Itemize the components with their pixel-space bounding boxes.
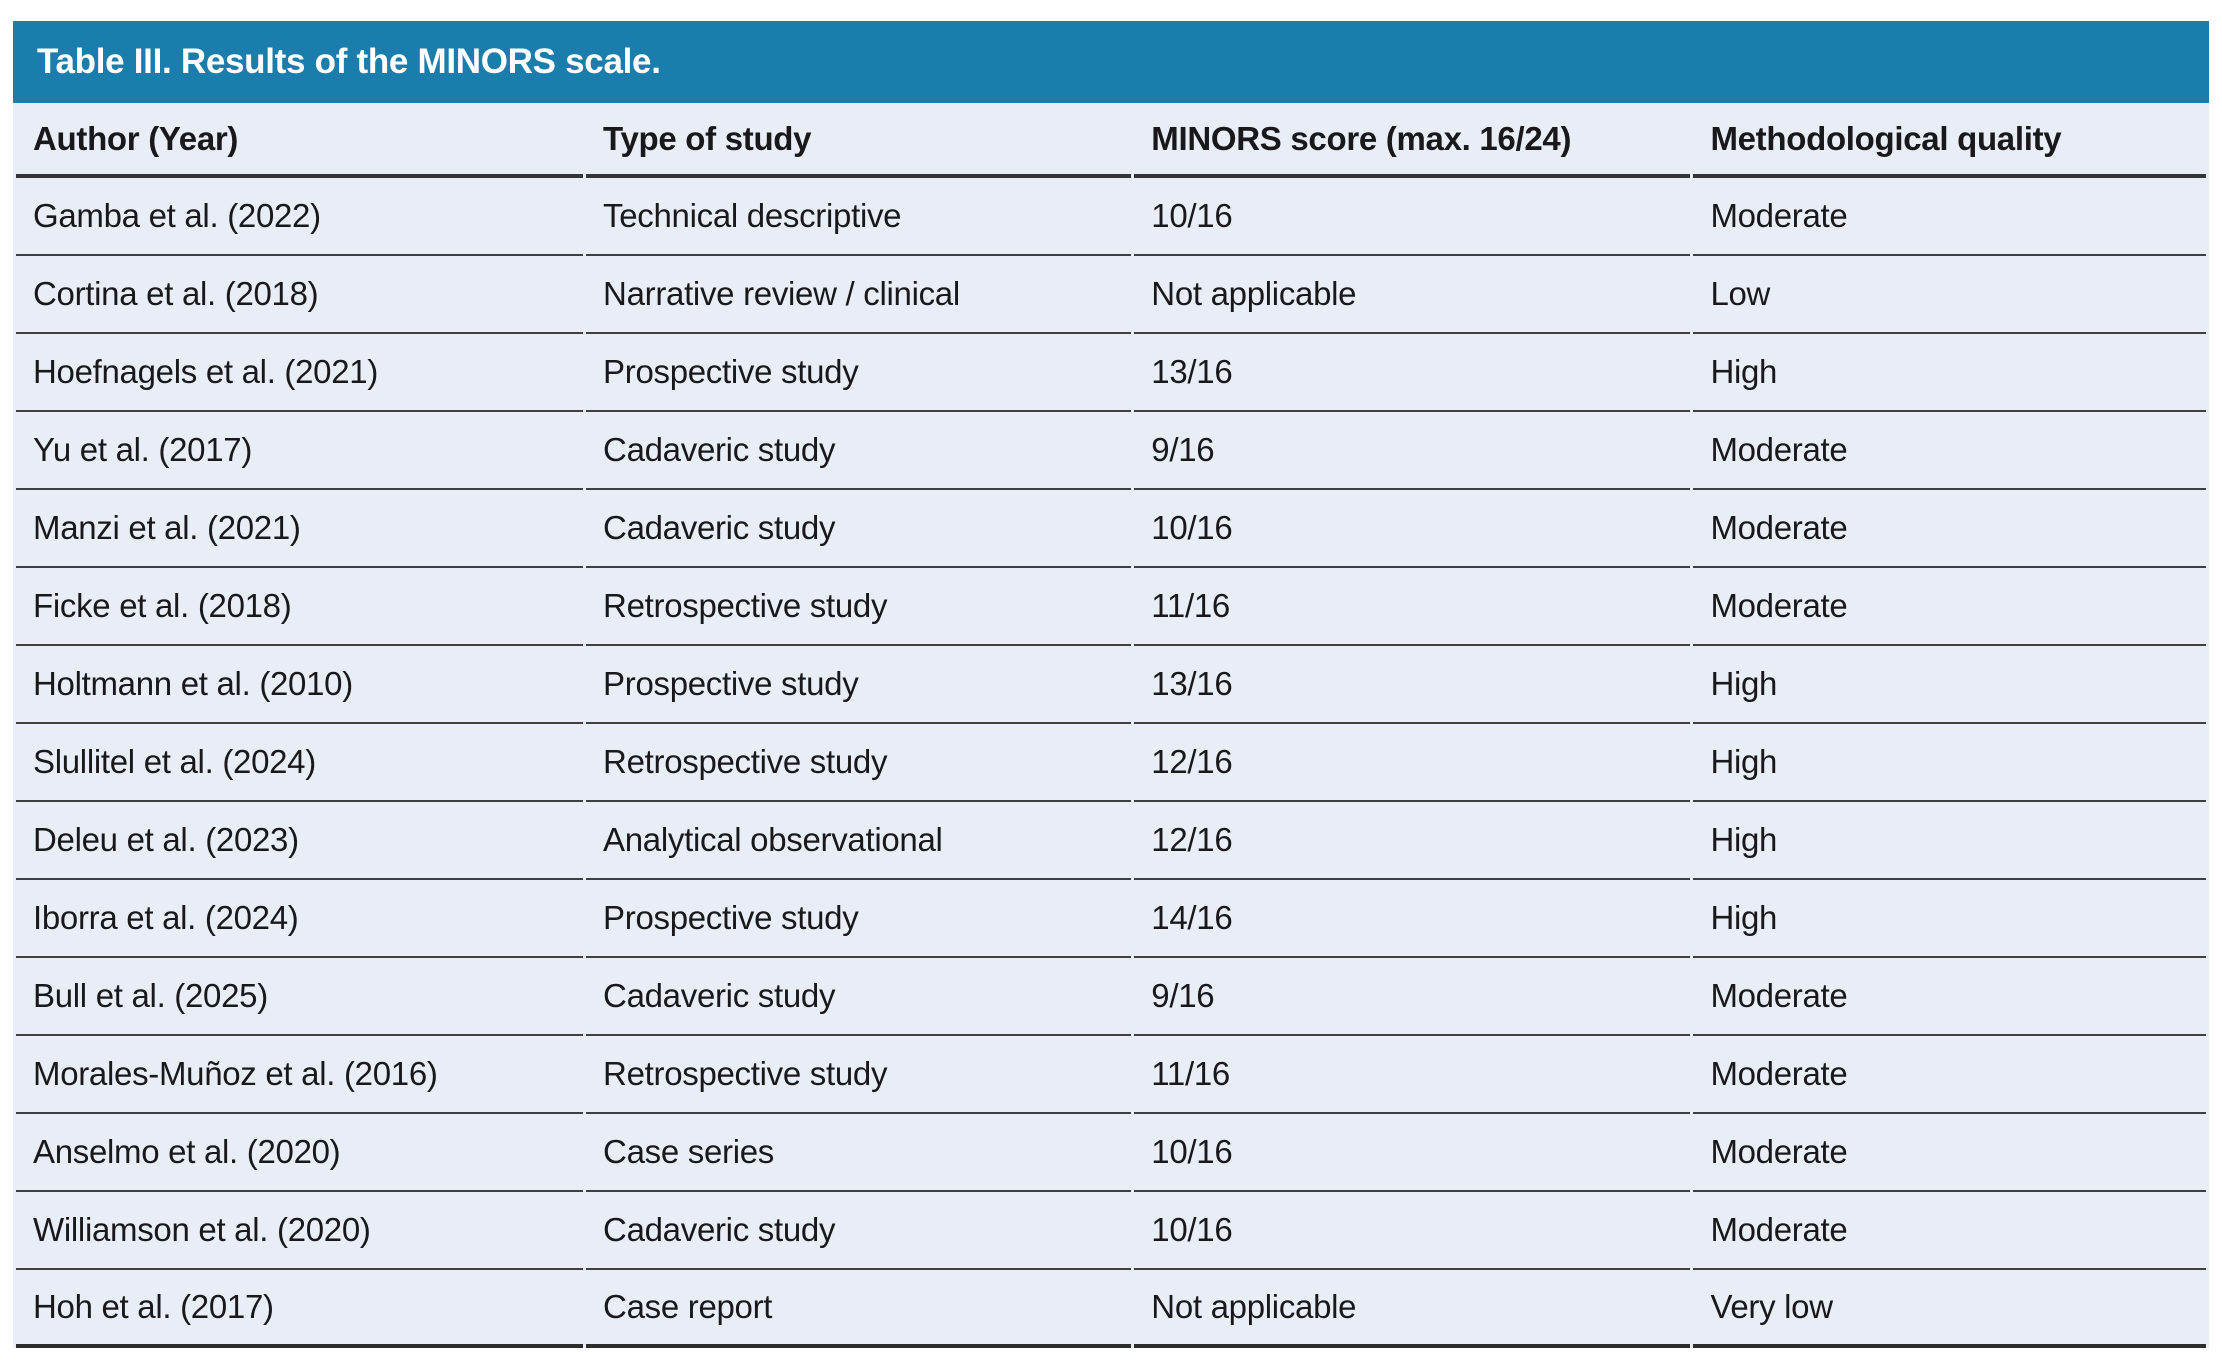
cell-minors-score: 10/16 bbox=[1134, 1192, 1691, 1270]
cell-quality: High bbox=[1693, 334, 2206, 412]
table-row: Williamson et al. (2020) Cadaveric study… bbox=[16, 1192, 2206, 1270]
cell-quality: Moderate bbox=[1693, 1036, 2206, 1114]
cell-minors-score: 12/16 bbox=[1134, 802, 1691, 880]
cell-study-type: Prospective study bbox=[586, 880, 1132, 958]
cell-quality: Moderate bbox=[1693, 568, 2206, 646]
cell-quality: High bbox=[1693, 724, 2206, 802]
table-row: Hoh et al. (2017) Case report Not applic… bbox=[16, 1270, 2206, 1348]
cell-study-type: Cadaveric study bbox=[586, 1192, 1132, 1270]
table-row: Bull et al. (2025) Cadaveric study 9/16 … bbox=[16, 958, 2206, 1036]
cell-study-type: Prospective study bbox=[586, 334, 1132, 412]
cell-minors-score: Not applicable bbox=[1134, 256, 1691, 334]
table-row: Slullitel et al. (2024) Retrospective st… bbox=[16, 724, 2206, 802]
cell-quality: Moderate bbox=[1693, 178, 2206, 256]
cell-study-type: Cadaveric study bbox=[586, 490, 1132, 568]
cell-study-type: Retrospective study bbox=[586, 568, 1132, 646]
cell-minors-score: 11/16 bbox=[1134, 1036, 1691, 1114]
cell-author: Anselmo et al. (2020) bbox=[16, 1114, 584, 1192]
cell-minors-score: 14/16 bbox=[1134, 880, 1691, 958]
cell-minors-score: 13/16 bbox=[1134, 334, 1691, 412]
table-row: Gamba et al. (2022) Technical descriptiv… bbox=[16, 178, 2206, 256]
cell-quality: Very low bbox=[1693, 1270, 2206, 1348]
cell-quality: Moderate bbox=[1693, 1114, 2206, 1192]
cell-quality: High bbox=[1693, 646, 2206, 724]
cell-study-type: Cadaveric study bbox=[586, 412, 1132, 490]
cell-author: Yu et al. (2017) bbox=[16, 412, 584, 490]
cell-minors-score: 12/16 bbox=[1134, 724, 1691, 802]
table-row: Yu et al. (2017) Cadaveric study 9/16 Mo… bbox=[16, 412, 2206, 490]
table-row: Holtmann et al. (2010) Prospective study… bbox=[16, 646, 2206, 724]
column-header-quality: Methodological quality bbox=[1693, 103, 2206, 178]
table-row: Cortina et al. (2018) Narrative review /… bbox=[16, 256, 2206, 334]
cell-minors-score: 11/16 bbox=[1134, 568, 1691, 646]
cell-author: Hoh et al. (2017) bbox=[16, 1270, 584, 1348]
cell-author: Slullitel et al. (2024) bbox=[16, 724, 584, 802]
cell-minors-score: 10/16 bbox=[1134, 490, 1691, 568]
cell-author: Deleu et al. (2023) bbox=[16, 802, 584, 880]
cell-study-type: Case series bbox=[586, 1114, 1132, 1192]
cell-quality: Moderate bbox=[1693, 958, 2206, 1036]
cell-author: Bull et al. (2025) bbox=[16, 958, 584, 1036]
cell-author: Iborra et al. (2024) bbox=[16, 880, 584, 958]
cell-quality: High bbox=[1693, 880, 2206, 958]
cell-minors-score: 9/16 bbox=[1134, 412, 1691, 490]
column-header-author: Author (Year) bbox=[16, 103, 584, 178]
cell-quality: Moderate bbox=[1693, 412, 2206, 490]
cell-quality: Moderate bbox=[1693, 1192, 2206, 1270]
table-row: Manzi et al. (2021) Cadaveric study 10/1… bbox=[16, 490, 2206, 568]
cell-minors-score: 13/16 bbox=[1134, 646, 1691, 724]
table-title-bar: Table III. Results of the MINORS scale. bbox=[13, 21, 2209, 103]
cell-quality: Moderate bbox=[1693, 490, 2206, 568]
cell-author: Ficke et al. (2018) bbox=[16, 568, 584, 646]
cell-author: Hoefnagels et al. (2021) bbox=[16, 334, 584, 412]
cell-author: Manzi et al. (2021) bbox=[16, 490, 584, 568]
table-row: Anselmo et al. (2020) Case series 10/16 … bbox=[16, 1114, 2206, 1192]
minors-results-table: Author (Year) Type of study MINORS score… bbox=[13, 103, 2209, 1348]
cell-author: Williamson et al. (2020) bbox=[16, 1192, 584, 1270]
cell-minors-score: 9/16 bbox=[1134, 958, 1691, 1036]
cell-study-type: Retrospective study bbox=[586, 1036, 1132, 1114]
cell-study-type: Prospective study bbox=[586, 646, 1132, 724]
cell-minors-score: 10/16 bbox=[1134, 1114, 1691, 1192]
cell-study-type: Case report bbox=[586, 1270, 1132, 1348]
table-row: Iborra et al. (2024) Prospective study 1… bbox=[16, 880, 2206, 958]
cell-author: Holtmann et al. (2010) bbox=[16, 646, 584, 724]
cell-minors-score: Not applicable bbox=[1134, 1270, 1691, 1348]
cell-author: Morales-Muñoz et al. (2016) bbox=[16, 1036, 584, 1114]
cell-minors-score: 10/16 bbox=[1134, 178, 1691, 256]
table-row: Deleu et al. (2023) Analytical observati… bbox=[16, 802, 2206, 880]
cell-study-type: Narrative review / clinical bbox=[586, 256, 1132, 334]
table-row: Morales-Muñoz et al. (2016) Retrospectiv… bbox=[16, 1036, 2206, 1114]
table-header-row: Author (Year) Type of study MINORS score… bbox=[16, 103, 2206, 178]
table-row: Hoefnagels et al. (2021) Prospective stu… bbox=[16, 334, 2206, 412]
cell-study-type: Cadaveric study bbox=[586, 958, 1132, 1036]
table-row: Ficke et al. (2018) Retrospective study … bbox=[16, 568, 2206, 646]
table-body: Gamba et al. (2022) Technical descriptiv… bbox=[16, 178, 2206, 1348]
column-header-study-type: Type of study bbox=[586, 103, 1132, 178]
cell-quality: Low bbox=[1693, 256, 2206, 334]
cell-author: Gamba et al. (2022) bbox=[16, 178, 584, 256]
cell-study-type: Retrospective study bbox=[586, 724, 1132, 802]
cell-study-type: Technical descriptive bbox=[586, 178, 1132, 256]
cell-study-type: Analytical observational bbox=[586, 802, 1132, 880]
cell-quality: High bbox=[1693, 802, 2206, 880]
column-header-minors-score: MINORS score (max. 16/24) bbox=[1134, 103, 1691, 178]
table-title: Table III. Results of the MINORS scale. bbox=[37, 42, 661, 81]
cell-author: Cortina et al. (2018) bbox=[16, 256, 584, 334]
